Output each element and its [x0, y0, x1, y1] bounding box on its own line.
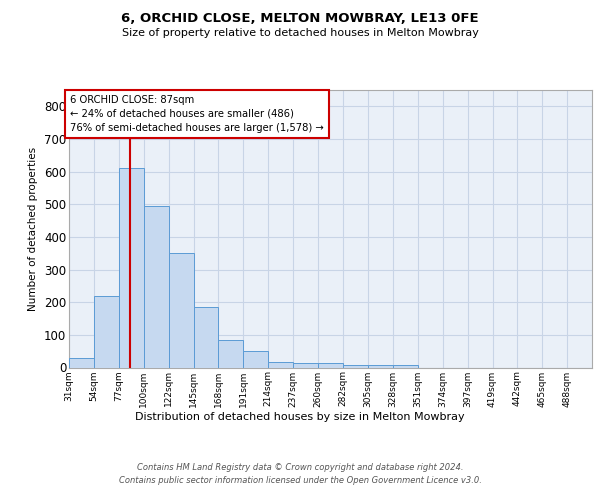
Text: Distribution of detached houses by size in Melton Mowbray: Distribution of detached houses by size …: [135, 412, 465, 422]
Bar: [119, 168, 144, 368]
Bar: [218, 340, 244, 367]
Bar: [393, 365, 418, 368]
Bar: [268, 362, 293, 368]
Bar: [169, 253, 194, 368]
Text: Size of property relative to detached houses in Melton Mowbray: Size of property relative to detached ho…: [122, 28, 478, 38]
Bar: [293, 364, 318, 368]
Text: Contains HM Land Registry data © Crown copyright and database right 2024.: Contains HM Land Registry data © Crown c…: [137, 462, 463, 471]
Bar: [318, 364, 343, 368]
Bar: [194, 307, 218, 368]
Bar: [244, 351, 268, 368]
Text: Contains public sector information licensed under the Open Government Licence v3: Contains public sector information licen…: [119, 476, 481, 485]
Bar: [69, 358, 94, 368]
Text: 6 ORCHID CLOSE: 87sqm
← 24% of detached houses are smaller (486)
76% of semi-det: 6 ORCHID CLOSE: 87sqm ← 24% of detached …: [70, 95, 324, 133]
Bar: [368, 365, 393, 368]
Bar: [144, 206, 169, 368]
Y-axis label: Number of detached properties: Number of detached properties: [28, 146, 38, 311]
Bar: [343, 365, 368, 368]
Text: 6, ORCHID CLOSE, MELTON MOWBRAY, LE13 0FE: 6, ORCHID CLOSE, MELTON MOWBRAY, LE13 0F…: [121, 12, 479, 26]
Bar: [94, 296, 119, 368]
